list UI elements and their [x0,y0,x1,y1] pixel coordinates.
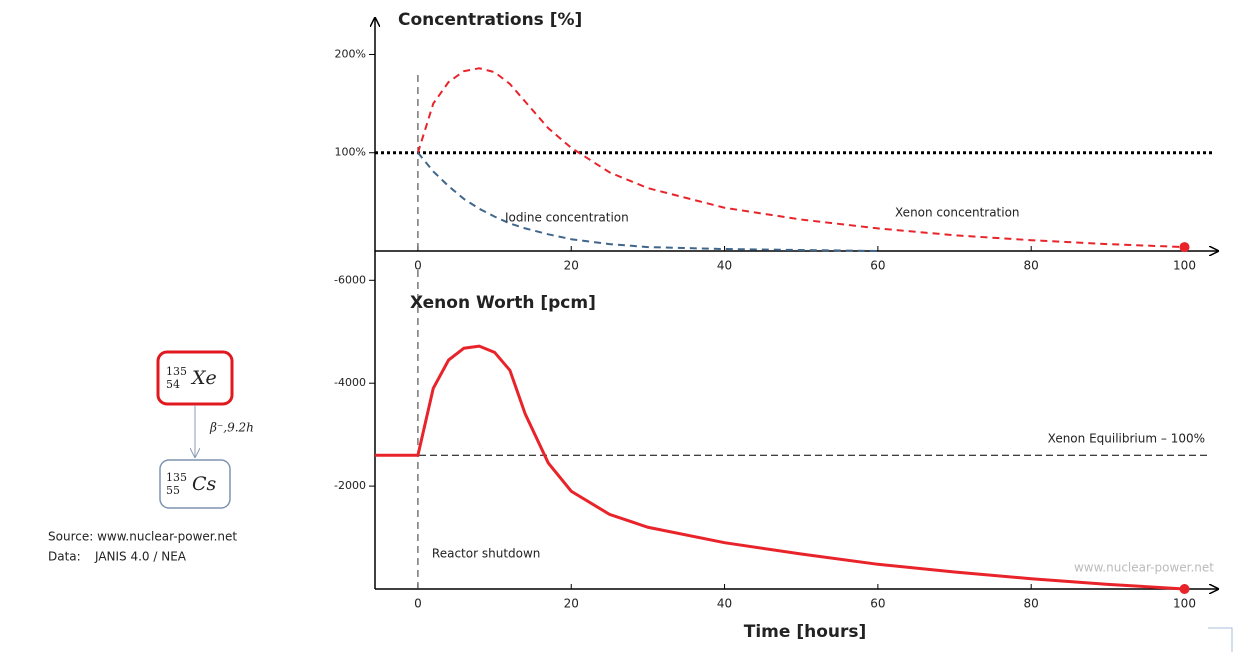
xe-symbol: Xe [190,367,217,389]
xe-atomic: 54 [166,378,180,391]
x-tick-label: 20 [564,597,579,611]
x-tick-label: 40 [717,259,732,273]
data-key: Data: [48,550,81,564]
decay-label: β⁻,9.2h [209,421,254,435]
x-tick-label: 40 [717,597,732,611]
x-tick-label: 60 [870,597,885,611]
reference-label: Xenon Equilibrium – 100% [1048,432,1205,446]
series-line [375,344,1185,591]
y-tick-label: 200% [335,47,366,60]
x-tick-label: 20 [564,259,579,273]
x-tick-label: 0 [414,597,422,611]
series-line [416,67,1185,249]
x-tick-label: 100 [1173,259,1196,273]
y-tick-label: -6000 [334,273,366,286]
cs-symbol: Cs [192,473,217,495]
chart-title: Concentrations [%] [398,10,582,30]
series-label: Xenon concentration [895,206,1020,220]
source: Source: www.nuclear-power.net [48,530,237,544]
x-tick-label: 80 [1024,597,1039,611]
x-tick-label: 60 [870,259,885,273]
xe-mass: 135 [166,365,187,378]
xe-box [156,350,234,406]
corner [1208,627,1233,652]
chart-title: Xenon Worth [pcm] [410,293,596,313]
x-tick-label: 0 [414,259,422,273]
end-marker [1179,242,1190,253]
x-axis-label: Time [hours] [744,622,867,642]
cs-box [159,459,231,509]
series-label: Iodine concentration [505,211,629,225]
x-tick-label: 100 [1173,597,1196,611]
cs-atomic: 55 [166,484,180,497]
x-tick-label: 80 [1024,259,1039,273]
y-tick-label: -4000 [334,376,366,389]
watermark: www.nuclear-power.net [1074,561,1214,575]
data-value: JANIS 4.0 / NEA [94,550,187,564]
series-line [417,152,878,252]
cs-mass: 135 [166,471,187,484]
y-tick-label: -2000 [334,479,366,492]
end-marker [1179,584,1190,594]
y-tick-label: 100% [335,146,366,159]
shutdown-label: Reactor shutdown [432,547,540,561]
